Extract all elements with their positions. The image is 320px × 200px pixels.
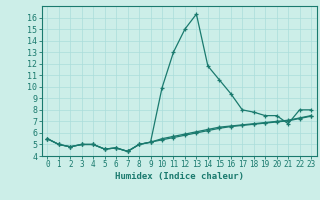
X-axis label: Humidex (Indice chaleur): Humidex (Indice chaleur) <box>115 172 244 181</box>
